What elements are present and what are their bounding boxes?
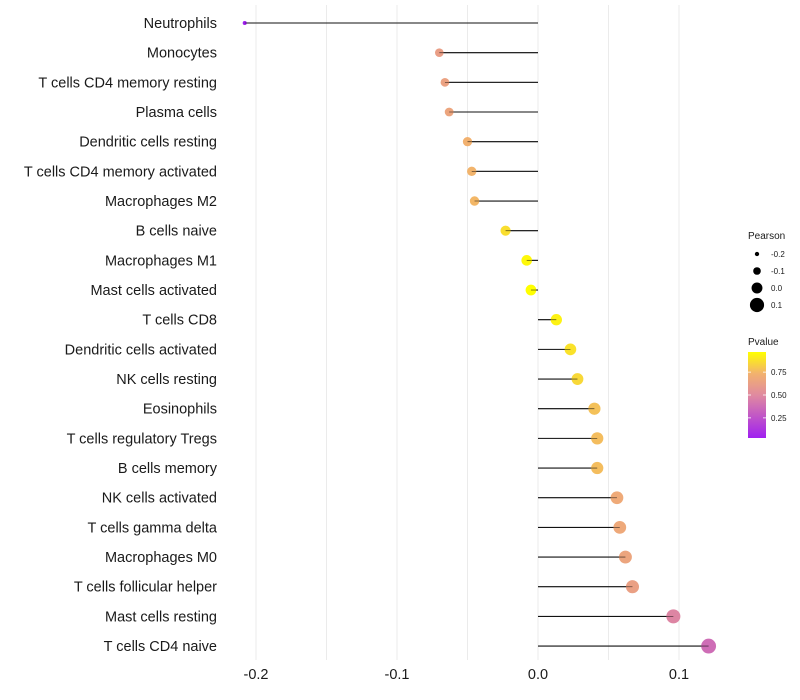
x-tick-label: -0.1 [385,667,410,683]
y-category-label: T cells regulatory Tregs [67,431,217,447]
size-legend-label: 0.0 [771,284,783,293]
y-category-label: T cells CD4 memory activated [24,164,217,180]
y-category-label: T cells CD4 memory resting [38,75,217,91]
y-category-label: Monocytes [147,46,217,62]
size-legend-dot [753,267,761,275]
y-category-label: T cells follicular helper [74,580,217,596]
size-legend-dot [751,282,763,294]
y-category-label: B cells naive [136,224,217,240]
size-legend-label: -0.1 [771,267,785,276]
color-legend-label: 0.50 [771,391,787,400]
color-legend-title: Pvalue [748,337,779,348]
y-category-label: Macrophages M1 [105,253,217,269]
y-axis-labels: Neutrophils Monocytes T cells CD4 memory r… [24,16,218,655]
size-legend-label: 0.1 [771,301,783,310]
size-legend-dot [749,297,765,313]
lollipop-stems [244,22,709,647]
y-category-label: T cells gamma delta [88,520,218,536]
y-category-label: B cells memory [118,461,218,477]
y-category-label: Dendritic cells resting [79,135,217,151]
x-tick-label: 0.0 [528,667,548,683]
y-category-label: Plasma cells [136,105,217,121]
color-legend-label: 0.25 [771,414,787,423]
size-legend: Pearson -0.2 -0.1 0.0 0.1 [748,231,785,313]
color-legend-bar [748,352,766,438]
size-legend-label: -0.2 [771,250,785,259]
size-legend-dot [754,251,760,257]
y-category-label: Mast cells resting [105,609,217,625]
grid-lines [255,5,680,660]
y-category-label: T cells CD8 [142,313,217,329]
x-tick-label: -0.2 [244,667,269,683]
y-category-label: Neutrophils [144,16,217,32]
size-legend-title: Pearson [748,231,785,242]
y-category-label: Mast cells activated [90,283,217,299]
x-tick-label: 0.1 [669,667,689,683]
y-category-label: NK cells activated [102,491,217,507]
y-category-label: Macrophages M2 [105,194,217,210]
y-category-label: T cells CD4 naive [104,639,217,655]
x-axis-tick-labels: -0.2 -0.1 0.0 0.1 [244,667,690,683]
color-legend-label: 0.75 [771,368,787,377]
y-category-label: Macrophages M0 [105,550,217,566]
y-category-label: NK cells resting [116,372,217,388]
color-legend: Pvalue 0.75 0.50 0.25 [748,337,787,438]
lollipop-dots [242,20,717,654]
y-category-label: Eosinophils [143,402,217,418]
y-category-label: Dendritic cells activated [65,342,217,358]
